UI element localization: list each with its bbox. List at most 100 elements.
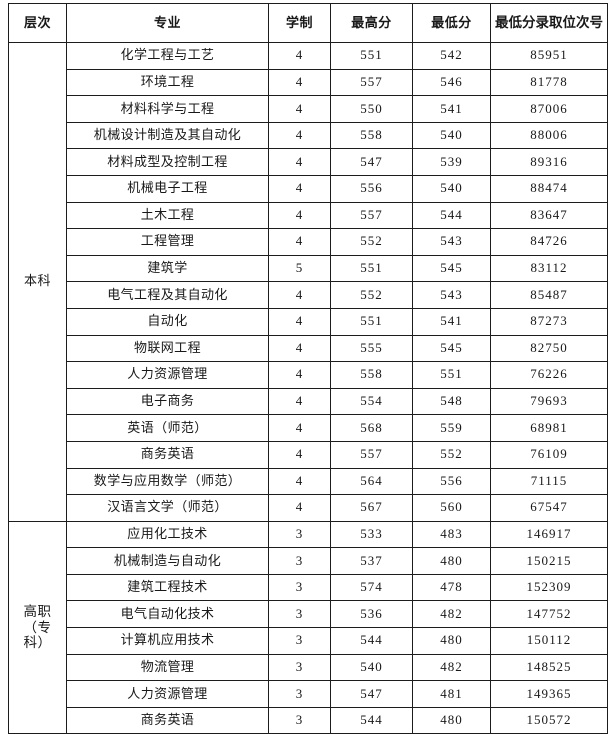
highest-score-cell: 551 bbox=[330, 307, 413, 336]
level-group-cell: 本科 bbox=[8, 42, 67, 522]
score-table-container: 层次 专业 学制 最高分 最低分 最低分录取位次号 本科 化学工程与工艺 4 551 5… bbox=[8, 3, 608, 734]
column-header-years: 学制 bbox=[268, 3, 331, 43]
major-name-cell: 人力资源管理 bbox=[66, 361, 269, 389]
major-name-cell: 材料成型及控制工程 bbox=[66, 148, 269, 176]
lowest-score-cell: 480 bbox=[412, 706, 491, 734]
major-name-cell: 汉语言文学（师范） bbox=[66, 494, 269, 522]
lowest-score-cell: 541 bbox=[412, 95, 491, 123]
level-group-cell: 高职 （专 科） bbox=[8, 520, 67, 734]
years-cell: 4 bbox=[268, 174, 331, 203]
highest-score-cell: 544 bbox=[330, 627, 413, 655]
lowest-score-cell: 483 bbox=[412, 520, 491, 549]
lowest-score-cell: 481 bbox=[412, 680, 491, 708]
table-row: 机械设计制造及其自动化 4 558 540 88006 bbox=[9, 121, 608, 150]
highest-score-cell: 557 bbox=[330, 201, 413, 230]
table-row: 汉语言文学（师范） 4 567 560 67547 bbox=[9, 494, 608, 522]
years-cell: 4 bbox=[268, 148, 331, 176]
lowest-score-cell: 559 bbox=[412, 414, 491, 442]
years-cell: 3 bbox=[268, 627, 331, 655]
major-name-cell: 人力资源管理 bbox=[66, 680, 269, 708]
table-row: 机械制造与自动化 3 537 480 150215 bbox=[9, 547, 608, 575]
table-row: 商务英语 3 544 480 150572 bbox=[9, 706, 608, 734]
years-cell: 4 bbox=[268, 307, 331, 336]
lowest-score-cell: 480 bbox=[412, 547, 491, 575]
major-name-cell: 工程管理 bbox=[66, 228, 269, 256]
highest-score-cell: 536 bbox=[330, 600, 413, 629]
highest-score-cell: 556 bbox=[330, 174, 413, 203]
major-name-cell: 电气自动化技术 bbox=[66, 600, 269, 629]
years-cell: 3 bbox=[268, 573, 331, 602]
highest-score-cell: 558 bbox=[330, 361, 413, 389]
years-cell: 3 bbox=[268, 547, 331, 575]
lowest-score-rank-cell: 88474 bbox=[490, 174, 608, 203]
major-name-cell: 商务英语 bbox=[66, 706, 269, 734]
major-name-cell: 商务英语 bbox=[66, 440, 269, 469]
lowest-score-cell: 540 bbox=[412, 121, 491, 150]
table-row: 电气自动化技术 3 536 482 147752 bbox=[9, 600, 608, 629]
highest-score-cell: 568 bbox=[330, 414, 413, 442]
major-name-cell: 数学与应用数学（师范） bbox=[66, 467, 269, 496]
table-row: 人力资源管理 4 558 551 76226 bbox=[9, 361, 608, 389]
lowest-score-cell: 551 bbox=[412, 361, 491, 389]
highest-score-cell: 567 bbox=[330, 494, 413, 522]
table-row: 土木工程 4 557 544 83647 bbox=[9, 201, 608, 230]
lowest-score-rank-cell: 79693 bbox=[490, 387, 608, 416]
lowest-score-cell: 542 bbox=[412, 42, 491, 70]
lowest-score-rank-cell: 71115 bbox=[490, 467, 608, 496]
highest-score-cell: 551 bbox=[330, 42, 413, 70]
years-cell: 3 bbox=[268, 706, 331, 734]
years-cell: 5 bbox=[268, 254, 331, 283]
years-cell: 4 bbox=[268, 414, 331, 442]
lowest-score-rank-cell: 67547 bbox=[490, 494, 608, 522]
highest-score-cell: 551 bbox=[330, 254, 413, 283]
years-cell: 4 bbox=[268, 494, 331, 522]
highest-score-cell: 557 bbox=[330, 440, 413, 469]
lowest-score-rank-cell: 76226 bbox=[490, 361, 608, 389]
table-row: 物流管理 3 540 482 148525 bbox=[9, 653, 608, 682]
lowest-score-cell: 546 bbox=[412, 68, 491, 97]
column-header-lowest-score: 最低分 bbox=[412, 3, 491, 43]
lowest-score-cell: 543 bbox=[412, 228, 491, 256]
lowest-score-cell: 548 bbox=[412, 387, 491, 416]
highest-score-cell: 557 bbox=[330, 68, 413, 97]
column-header-lowest-score-rank: 最低分录取位次号 bbox=[490, 3, 608, 43]
years-cell: 4 bbox=[268, 361, 331, 389]
major-name-cell: 建筑学 bbox=[66, 254, 269, 283]
highest-score-cell: 555 bbox=[330, 334, 413, 363]
lowest-score-cell: 543 bbox=[412, 281, 491, 309]
table-row: 英语（师范） 4 568 559 68981 bbox=[9, 414, 608, 442]
years-cell: 4 bbox=[268, 121, 331, 150]
college-admission-scores-table: 层次 专业 学制 最高分 最低分 最低分录取位次号 本科 化学工程与工艺 4 551 5… bbox=[8, 3, 608, 734]
level-group-label: （专 bbox=[23, 619, 52, 635]
highest-score-cell: 558 bbox=[330, 121, 413, 150]
column-header-major: 专业 bbox=[66, 3, 269, 43]
highest-score-cell: 533 bbox=[330, 520, 413, 549]
years-cell: 4 bbox=[268, 68, 331, 97]
major-name-cell: 计算机应用技术 bbox=[66, 627, 269, 655]
major-name-cell: 电气工程及其自动化 bbox=[66, 281, 269, 309]
years-cell: 3 bbox=[268, 520, 331, 549]
lowest-score-rank-cell: 148525 bbox=[490, 653, 608, 682]
table-row: 建筑学 5 551 545 83112 bbox=[9, 254, 608, 283]
level-group-label: 科） bbox=[23, 635, 52, 651]
years-cell: 4 bbox=[268, 42, 331, 70]
lowest-score-rank-cell: 76109 bbox=[490, 440, 608, 469]
major-name-cell: 机械设计制造及其自动化 bbox=[66, 121, 269, 150]
table-row: 商务英语 4 557 552 76109 bbox=[9, 440, 608, 469]
lowest-score-rank-cell: 82750 bbox=[490, 334, 608, 363]
lowest-score-cell: 545 bbox=[412, 254, 491, 283]
lowest-score-cell: 540 bbox=[412, 174, 491, 203]
table-body: 本科 化学工程与工艺 4 551 542 85951 环境工程 4 557 546 81778 材料科… bbox=[8, 42, 608, 734]
years-cell: 4 bbox=[268, 467, 331, 496]
lowest-score-rank-cell: 83647 bbox=[490, 201, 608, 230]
table-row: 材料成型及控制工程 4 547 539 89316 bbox=[9, 148, 608, 176]
lowest-score-cell: 545 bbox=[412, 334, 491, 363]
major-name-cell: 材料科学与工程 bbox=[66, 95, 269, 123]
years-cell: 4 bbox=[268, 440, 331, 469]
lowest-score-cell: 541 bbox=[412, 307, 491, 336]
years-cell: 4 bbox=[268, 281, 331, 309]
highest-score-cell: 552 bbox=[330, 281, 413, 309]
lowest-score-rank-cell: 87006 bbox=[490, 95, 608, 123]
major-name-cell: 物流管理 bbox=[66, 653, 269, 682]
column-header-level: 层次 bbox=[8, 3, 67, 43]
